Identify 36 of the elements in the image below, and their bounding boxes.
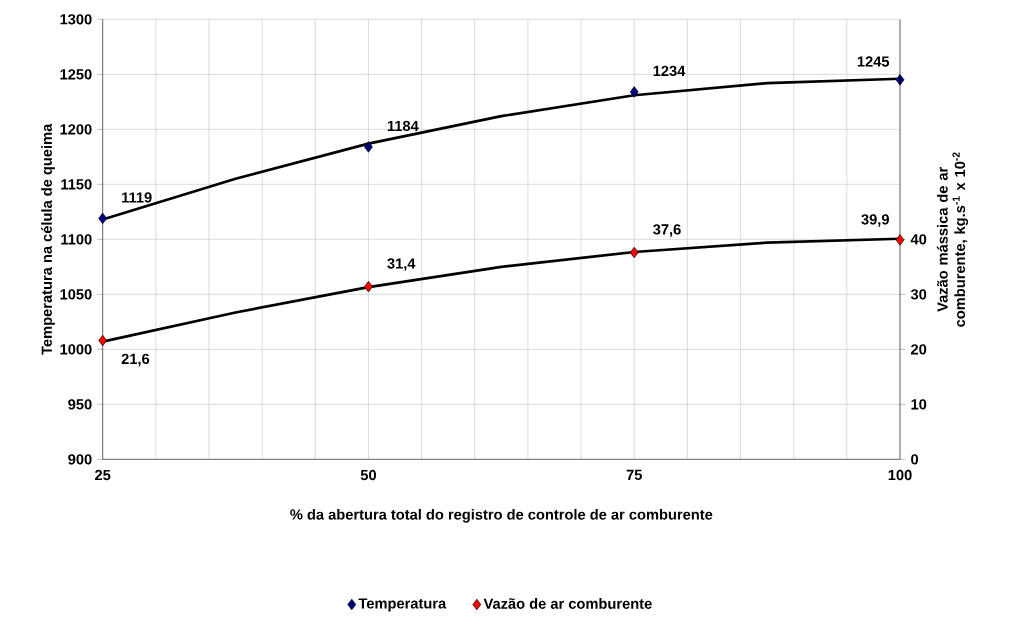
data-label: 1245 — [857, 56, 890, 67]
legend-label: Vazão de ar comburente — [483, 597, 652, 609]
data-label: 37,6 — [653, 224, 681, 237]
y2-tick-label: 0 — [911, 454, 919, 465]
point — [629, 86, 639, 98]
x-axis-title: % da abertura total do registro de controle de ar comburente — [290, 508, 713, 523]
y-axis-title: Temperatura na célula de queima — [41, 123, 55, 355]
point — [364, 141, 373, 153]
y-tick-label: 1200 — [60, 124, 92, 135]
data-label: 1184 — [387, 120, 419, 131]
data-label: 21,6 — [121, 353, 150, 367]
y-tick-label: 1300 — [60, 13, 92, 25]
data-label: 31,4 — [387, 258, 416, 271]
y-tick-label: 950 — [68, 399, 92, 410]
data-label: 39,9 — [861, 214, 889, 227]
x-tick-label: 100 — [888, 469, 912, 481]
y-tick-label: 1250 — [60, 69, 92, 80]
y2-tick-label: 20 — [911, 344, 927, 355]
y-tick-label: 1100 — [61, 234, 92, 245]
y2-tick-label: 30 — [910, 288, 927, 300]
y-tick-label: 900 — [68, 454, 92, 465]
x-tick-label: 75 — [626, 469, 642, 480]
y2-tick-label: 40 — [910, 234, 927, 245]
y-tick-label: 1050 — [60, 289, 92, 300]
y2-tick-label: 10 — [911, 399, 927, 410]
y-tick-label: 1000 — [60, 344, 92, 355]
x-tick-label: 25 — [95, 469, 111, 481]
data-label: 1119 — [122, 192, 152, 203]
x-tick-label: 50 — [360, 469, 376, 481]
y-tick-label: 1150 — [61, 179, 92, 190]
point — [895, 234, 905, 246]
point — [98, 334, 108, 347]
data-label: 1234 — [653, 65, 686, 76]
point — [629, 246, 639, 259]
legend-label: Temperatura — [358, 598, 447, 612]
point — [98, 212, 108, 224]
